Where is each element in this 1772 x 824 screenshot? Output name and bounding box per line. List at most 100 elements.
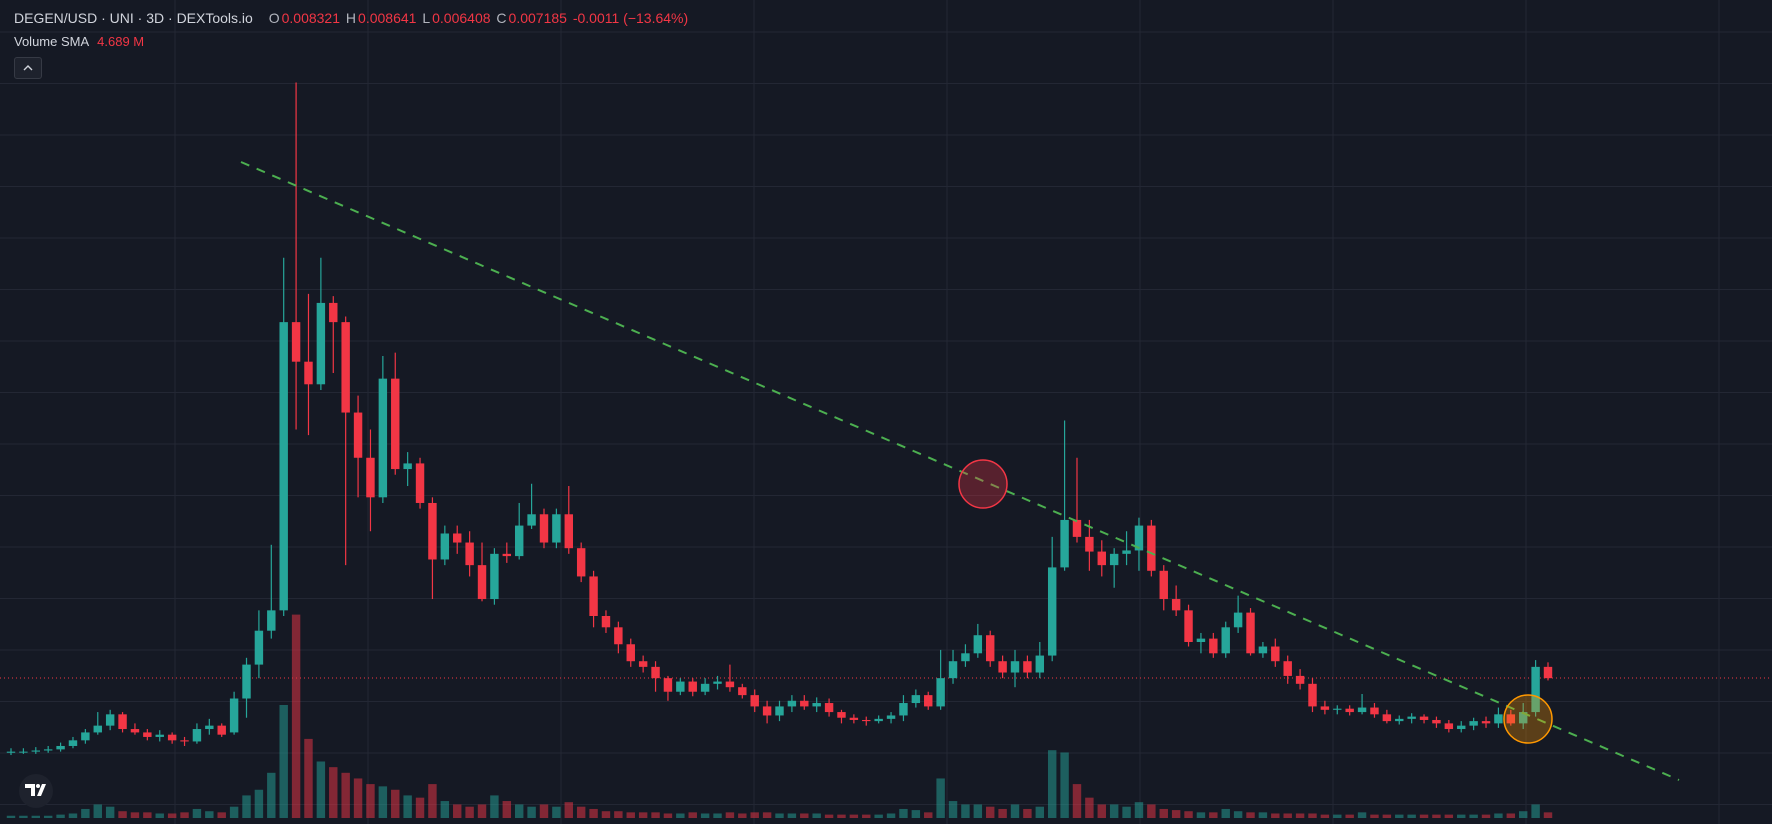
candle-body bbox=[130, 729, 140, 733]
ohlc-label: L bbox=[422, 10, 431, 26]
candle-body bbox=[6, 751, 16, 753]
volume-bar bbox=[229, 806, 239, 818]
candle-body bbox=[304, 361, 313, 385]
volume-bar bbox=[403, 795, 412, 818]
candle-body bbox=[1097, 551, 1106, 566]
volume-bar bbox=[1258, 812, 1268, 818]
candle-body bbox=[552, 514, 561, 543]
volume-bar bbox=[1171, 810, 1181, 818]
candle-body bbox=[1246, 612, 1255, 654]
volume-bar bbox=[1246, 812, 1255, 818]
symbol: DEGEN/USD · UNI · 3D · DEXTools.io bbox=[14, 10, 253, 26]
volume-bar bbox=[19, 815, 28, 818]
candle-body bbox=[998, 661, 1007, 673]
candle-body bbox=[1494, 714, 1503, 724]
candles bbox=[6, 82, 1553, 756]
candle-body bbox=[1047, 567, 1057, 656]
volume-bar bbox=[291, 614, 301, 818]
candle-body bbox=[750, 695, 759, 707]
volume-bar bbox=[1233, 811, 1243, 818]
candle-body bbox=[242, 664, 251, 699]
candle-body bbox=[886, 715, 896, 719]
volume-bar bbox=[514, 804, 524, 818]
volume-bar bbox=[217, 812, 226, 818]
candle-body bbox=[626, 644, 635, 662]
ohlc-label: H bbox=[345, 10, 357, 26]
candle-body bbox=[93, 725, 102, 733]
volume-bar bbox=[1494, 813, 1503, 818]
volume-bar bbox=[1333, 814, 1342, 818]
candle-body bbox=[1444, 723, 1454, 730]
candle-body bbox=[1035, 655, 1045, 673]
volume-bar bbox=[713, 813, 722, 818]
candle-body bbox=[961, 653, 970, 662]
candle-body bbox=[1171, 599, 1181, 611]
volume-bar bbox=[837, 814, 846, 818]
candle-body bbox=[1221, 627, 1230, 654]
candle-body bbox=[1109, 553, 1119, 566]
volume-bar bbox=[800, 813, 809, 818]
candle-body bbox=[812, 703, 821, 707]
candle-body bbox=[936, 678, 945, 707]
candle-body bbox=[1469, 721, 1478, 726]
candle-body bbox=[329, 302, 338, 323]
candle-body bbox=[1395, 718, 1404, 722]
candle-body bbox=[68, 740, 78, 746]
volume-bar bbox=[1531, 804, 1540, 818]
candle-body bbox=[205, 725, 214, 730]
candle-body bbox=[477, 565, 487, 600]
volume-bar bbox=[1134, 802, 1144, 818]
volume-bar bbox=[1382, 814, 1392, 818]
volume-bar bbox=[366, 784, 375, 818]
candle-body bbox=[167, 734, 177, 741]
candle-body bbox=[663, 678, 673, 692]
candle-body bbox=[1258, 646, 1268, 654]
volume-bar bbox=[1047, 750, 1057, 818]
volume-bar bbox=[205, 811, 214, 818]
volume-bar bbox=[1419, 814, 1429, 818]
volume-bar bbox=[130, 812, 140, 818]
ohlc-label: C bbox=[496, 10, 507, 26]
candle-body bbox=[1457, 725, 1466, 730]
volume-bar bbox=[1506, 813, 1516, 818]
volume-bar bbox=[329, 767, 338, 818]
candle-body bbox=[43, 749, 53, 751]
candle-body bbox=[539, 514, 549, 543]
volume-bar bbox=[614, 811, 623, 818]
volume-bar bbox=[1444, 814, 1454, 818]
candle-body bbox=[1308, 683, 1317, 707]
volume-bar bbox=[1035, 806, 1045, 818]
volume-bar bbox=[68, 813, 78, 818]
candle-body bbox=[899, 703, 908, 716]
volume-bar bbox=[378, 786, 388, 818]
chevron-icon bbox=[23, 65, 33, 71]
candle-body bbox=[453, 533, 462, 543]
candle-body bbox=[1407, 716, 1416, 719]
candle-body bbox=[1283, 661, 1292, 676]
volume-bar bbox=[862, 814, 871, 818]
volume-bar bbox=[762, 812, 772, 818]
volume-bar bbox=[1221, 808, 1230, 818]
collapse-button[interactable] bbox=[14, 57, 42, 79]
candle-body bbox=[1531, 666, 1540, 713]
volume-bar bbox=[279, 705, 288, 818]
candle-body bbox=[291, 322, 301, 362]
volume-bar bbox=[552, 806, 561, 818]
candle-body bbox=[1432, 719, 1441, 724]
candle-body bbox=[514, 525, 524, 557]
volume-bar bbox=[1308, 813, 1317, 818]
volume-bar bbox=[391, 789, 400, 818]
volume-bar bbox=[6, 815, 16, 818]
volume-bar bbox=[192, 808, 202, 818]
volume-bar bbox=[1357, 812, 1367, 818]
volume-bar bbox=[1518, 811, 1528, 818]
volume-bar bbox=[1271, 813, 1280, 818]
volume-bar bbox=[1320, 814, 1330, 818]
candle-body bbox=[56, 745, 65, 750]
volume-bar bbox=[304, 738, 313, 818]
candle-body bbox=[676, 681, 685, 692]
volume-bar bbox=[1147, 804, 1156, 818]
volume-bar bbox=[663, 813, 673, 818]
